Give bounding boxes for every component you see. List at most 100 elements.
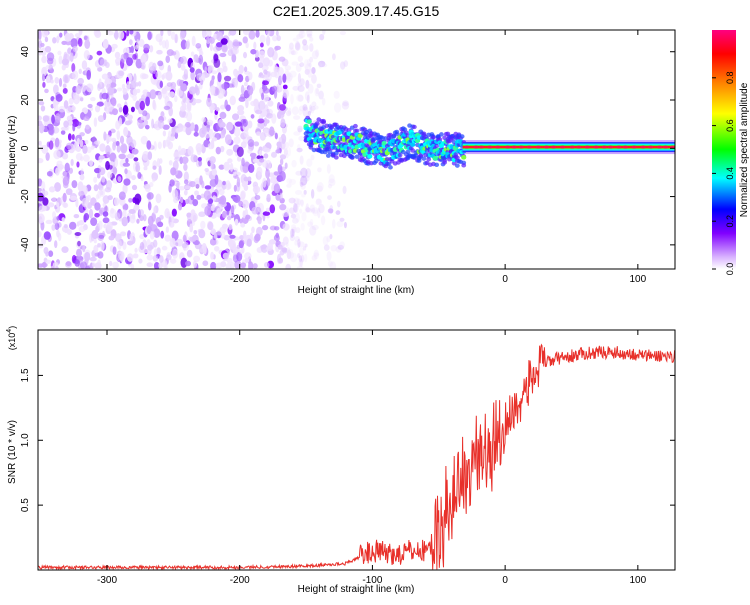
heatmap-noise-cell (198, 211, 206, 218)
heatmap-x-tick-label: -100 (362, 274, 382, 285)
heatmap-noise-cell (233, 184, 237, 192)
heatmap-noise-cell (58, 105, 66, 113)
heatmap-noise-cell (145, 124, 150, 130)
heatmap-noise-cell (323, 244, 330, 251)
heatmap-noise-cell (259, 34, 266, 44)
heatmap-noise-cell (86, 69, 91, 80)
heatmap-noise-cell (181, 102, 187, 112)
heatmap-noise-cell (131, 148, 139, 155)
heatmap-noise-cell (96, 101, 104, 107)
heatmap-noise-cell (227, 158, 233, 164)
heatmap-noise-cell (202, 245, 207, 255)
heatmap-noise-cell (48, 140, 54, 150)
heatmap-noise-cell (273, 183, 281, 194)
heatmap-noise-cell (304, 205, 310, 214)
heatmap-noise-cell (126, 114, 133, 120)
snr-x-ticks: -300 -200 -100 0 100 (97, 330, 647, 586)
snr-y-label: SNR (10 * v/v) (7, 420, 18, 484)
heatmap-noise-cell (289, 42, 294, 50)
heatmap-noise-cell (129, 215, 136, 224)
heatmap-noise-cell (168, 221, 175, 228)
heatmap-noise-cell (282, 88, 289, 99)
heatmap-noise-cell (112, 141, 116, 151)
heatmap-noise-cell (58, 55, 63, 65)
heatmap-noise-cell (42, 197, 49, 206)
heatmap-noise-cell (170, 167, 177, 176)
heatmap-noise-cell (257, 118, 265, 124)
heatmap-noise-cell (166, 254, 172, 261)
heatmap-noise-cell (228, 83, 234, 88)
heatmap-signal-halo (434, 143, 440, 149)
heatmap-x-label: Height of straight line (km) (298, 285, 415, 296)
heatmap-noise-cell (286, 110, 292, 117)
heatmap-noise-cell (221, 223, 229, 229)
heatmap-noise-cell (291, 61, 299, 66)
heatmap-noise-cell (51, 211, 56, 219)
heatmap-noise-cell (285, 263, 292, 269)
heatmap-noise-cell (102, 211, 109, 217)
heatmap-noise-cell (44, 88, 49, 94)
heatmap-noise-cell (90, 197, 97, 206)
heatmap-noise-cell (320, 215, 326, 226)
heatmap-noise-cell (330, 244, 337, 252)
heatmap-noise-cell (63, 51, 68, 59)
heatmap-noise-cell (236, 176, 241, 188)
heatmap-noise-cell (182, 74, 189, 80)
heatmap-band-peak (631, 145, 637, 149)
heatmap-noise-cell (90, 217, 98, 226)
heatmap-noise-cell (121, 216, 128, 227)
heatmap-noise-cell (251, 226, 255, 234)
heatmap-noise-cell (132, 94, 137, 101)
heatmap-noise-cell (174, 156, 181, 162)
heatmap-noise-cell (291, 50, 298, 56)
heatmap-noise-cell (296, 41, 300, 50)
heatmap-noise-cell (109, 260, 113, 267)
heatmap-noise-cell (79, 174, 85, 181)
heatmap-noise-cell (82, 144, 88, 154)
heatmap-noise-cell (143, 43, 150, 51)
heatmap-noise-cell (77, 181, 84, 192)
heatmap-y-tick-label: 40 (20, 46, 31, 58)
heatmap-noise-cell (93, 238, 97, 244)
heatmap-noise-cell (333, 102, 342, 113)
heatmap-noise-cell (153, 261, 160, 269)
heatmap-noise-cell (236, 251, 243, 262)
heatmap-noise-cell (303, 59, 309, 70)
heatmap-noise-cell (190, 212, 198, 223)
heatmap-noise-cell (139, 72, 147, 80)
heatmap-noise-cell (183, 163, 188, 171)
heatmap-noise-cell (300, 222, 305, 231)
heatmap-noise-cell (73, 214, 80, 219)
heatmap-noise-cell (112, 108, 119, 116)
heatmap-noise-cell (210, 160, 214, 170)
heatmap-noise-cell (158, 158, 163, 164)
heatmap-noise-cell (108, 235, 115, 241)
heatmap-noise-cell (261, 145, 267, 152)
heatmap-noise-cell (130, 106, 135, 113)
heatmap-noise-cell (189, 236, 197, 242)
heatmap-noise-cell (262, 177, 267, 188)
heatmap-noise-cell (245, 98, 249, 109)
heatmap-noise-cell (184, 69, 189, 74)
heatmap-noise-cell (250, 49, 257, 55)
heatmap-noise-cell (73, 94, 80, 105)
heatmap-noise-cell (156, 49, 163, 55)
heatmap-noise-cell (167, 91, 176, 98)
heatmap-noise-cell (247, 176, 252, 182)
heatmap-noise-cell (77, 37, 83, 47)
heatmap-noise-cell (60, 130, 66, 135)
heatmap-noise-cell (164, 39, 170, 50)
heatmap-noise-cell (106, 31, 114, 36)
heatmap-noise-cell (312, 207, 319, 214)
heatmap-noise-cell (285, 242, 289, 247)
heatmap-noise-cell (202, 260, 209, 267)
heatmap-noise-cell (312, 209, 319, 217)
heatmap-noise-cell (247, 163, 255, 173)
heatmap-noise-cell (303, 253, 308, 263)
heatmap-noise-cell (302, 246, 307, 251)
heatmap-signal-halo (454, 163, 460, 168)
heatmap-noise-cell (77, 240, 81, 247)
heatmap-noise-cell (56, 201, 60, 208)
heatmap-noise-cell (259, 131, 266, 141)
heatmap-noise-cell (63, 120, 69, 128)
